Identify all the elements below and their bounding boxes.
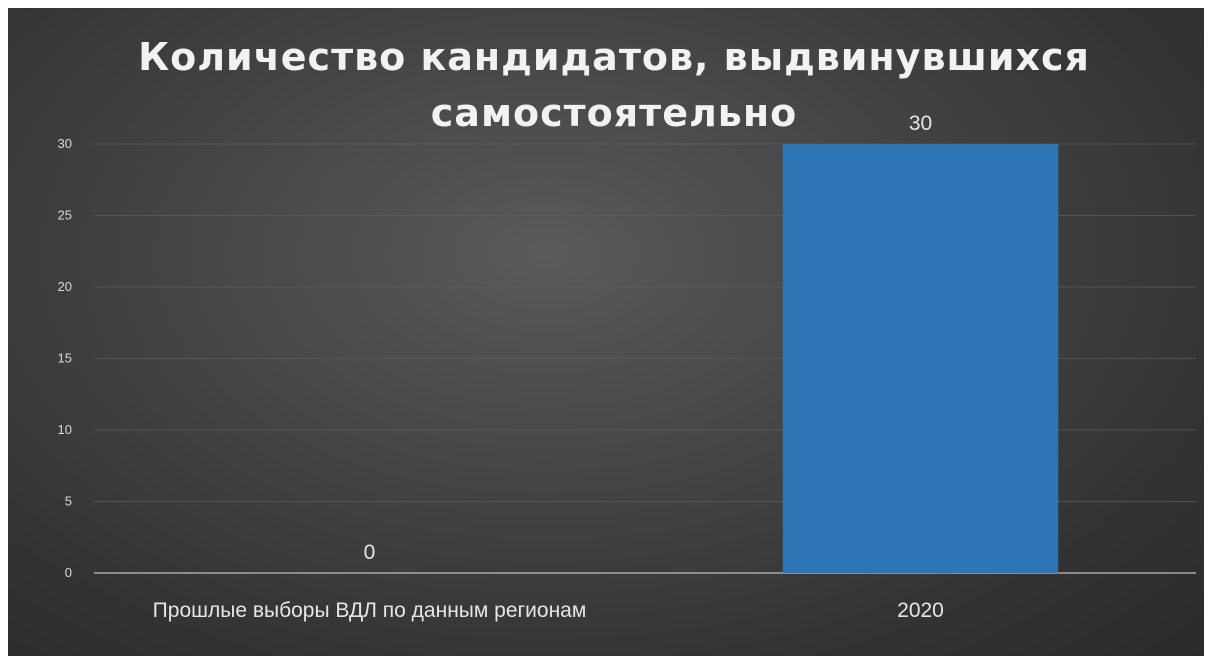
y-tick-label: 25 [58,208,72,223]
y-tick-label: 5 [65,494,72,509]
chart-text: Количество кандидатов, выдвинувшихся сам… [58,35,1090,622]
category-label: 2020 [897,599,944,622]
bar [782,144,1059,573]
y-tick-label: 20 [58,279,72,294]
y-tick-label: 0 [65,565,72,580]
y-tick-label: 15 [58,351,72,366]
data-label: 0 [364,541,376,564]
bar-chart: Количество кандидатов, выдвинувшихся сам… [58,35,1196,622]
chart-frame: Количество кандидатов, выдвинувшихся сам… [8,8,1204,656]
category-label: Прошлые выборы ВДЛ по данным регионам [153,599,587,622]
bars [782,144,1059,573]
y-tick-label: 30 [58,136,72,151]
data-label: 30 [909,112,932,135]
chart-title-line-2: самостоятельно [431,91,797,135]
y-tick-label: 10 [58,422,72,437]
chart-title-line-1: Количество кандидатов, выдвинувшихся [138,35,1090,79]
